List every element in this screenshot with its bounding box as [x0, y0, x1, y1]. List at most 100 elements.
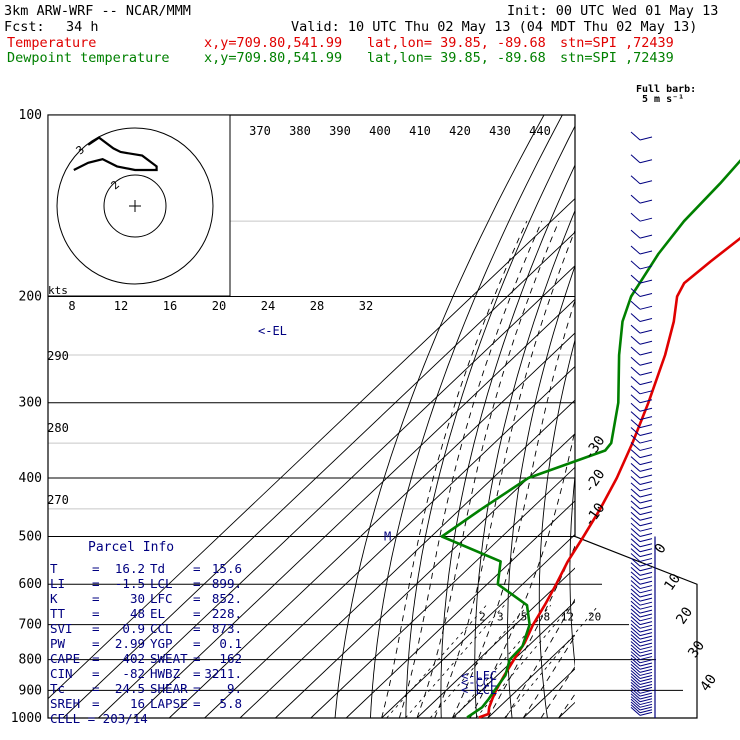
parcel-equals: = — [193, 651, 201, 666]
wind-barb — [639, 553, 653, 558]
isotherm-line — [416, 567, 575, 719]
wind-barb-feather — [630, 482, 641, 492]
wind-barb-feather — [630, 533, 641, 543]
pressure-tick-label: 900 — [19, 683, 42, 698]
valid-time: Valid: 10 UTC Thu 02 May 13 (04 MDT Thu … — [291, 19, 698, 35]
wind-barb — [639, 522, 653, 527]
theta-label: 430 — [489, 124, 511, 138]
wind-barb-feather — [630, 696, 641, 705]
parcel-param-value: 873. — [211, 621, 242, 636]
mixing-ratio-label: 8 — [543, 611, 550, 624]
wind-barb-feather — [630, 657, 641, 667]
wind-barb — [639, 234, 653, 239]
theta-label: 400 — [369, 124, 391, 138]
wind-barb — [639, 431, 653, 436]
wind-barb-feather — [630, 376, 641, 386]
wind-barb — [639, 461, 653, 466]
wind-barb-feather — [630, 394, 641, 404]
wind-barb — [639, 511, 653, 516]
ccl-marker: <-CCL — [461, 675, 497, 689]
wind-barb-feather — [630, 229, 641, 239]
isotherm-line — [310, 466, 575, 719]
parcel-equals: = — [92, 576, 100, 591]
wind-barb — [639, 505, 653, 510]
isotherm-group — [48, 197, 575, 719]
isotherm-line — [133, 298, 575, 719]
pressure-tick-label: 800 — [19, 653, 42, 668]
wind-barb — [639, 709, 653, 714]
mixing-ratio-label: 12 — [561, 611, 574, 624]
pressure-tick-label: 1000 — [11, 711, 42, 726]
theta-label: 370 — [249, 124, 271, 138]
wind-barb — [639, 686, 653, 691]
wind-barb — [639, 646, 653, 651]
parcel-param-name: SWEAT — [150, 651, 188, 666]
parcel-equals: = — [92, 651, 100, 666]
parcel-equals: = — [193, 591, 201, 606]
isotherm-line — [345, 500, 575, 719]
isotherm-label: -10 — [581, 500, 609, 530]
wind-barb — [639, 305, 653, 310]
theta-label: 280 — [47, 421, 69, 435]
lfc-marker: <-LFC — [461, 669, 497, 683]
wind-barb — [639, 632, 653, 637]
dry-adiabat-group — [334, 115, 691, 719]
isotherm-line — [487, 634, 575, 719]
wind-barb-feather — [630, 623, 641, 633]
wind-barb-feather — [630, 300, 641, 310]
parcel-equals: = — [92, 666, 100, 681]
wind-barb-feather — [630, 608, 641, 618]
wind-barb-feather — [630, 571, 641, 581]
parcel-equals: = — [92, 591, 100, 606]
wind-barb — [639, 250, 653, 255]
wind-barb-feather — [630, 557, 641, 567]
wind-barb — [639, 180, 653, 185]
wind-barb — [639, 265, 653, 270]
wind-barb — [639, 593, 653, 598]
isotherm-label: 10 — [661, 571, 684, 594]
moist-adiabat-line — [451, 298, 575, 719]
parcel-equals: = — [92, 561, 100, 576]
wind-barb — [639, 589, 653, 594]
wind-barb — [639, 390, 653, 395]
wind-barb — [639, 683, 653, 688]
isotherm-line — [275, 433, 575, 719]
wind-barb-feather — [630, 538, 641, 548]
wind-barb — [639, 711, 653, 716]
parcel-param-value: 24.5 — [114, 681, 145, 696]
wind-barb — [639, 543, 653, 548]
dry-adiabat-line — [405, 125, 575, 719]
wind-barb-feather — [630, 260, 641, 270]
mixing-ratio-line — [429, 604, 529, 719]
wind-barb-feather — [630, 704, 641, 714]
wind-barb-feather — [630, 419, 641, 429]
isotherm-label: 40 — [697, 672, 720, 695]
wind-barb-feather — [630, 402, 641, 412]
isotherm-label: -20 — [581, 467, 609, 497]
dry-adiabat-line — [600, 115, 691, 718]
wind-barb-feather — [630, 566, 641, 576]
wind-barb — [639, 279, 653, 284]
hodograph-speed-label: 24 — [261, 299, 275, 313]
dry-adiabat-line — [369, 115, 563, 719]
wind-barb — [639, 659, 653, 664]
hodograph-speed-label: 16 — [163, 299, 177, 313]
moist-adiabat-line — [522, 635, 575, 719]
parcel-equals: = — [92, 636, 100, 651]
wind-barb-feather — [630, 584, 641, 594]
wind-barb-feather — [630, 596, 641, 606]
moist-adiabat-line — [416, 221, 560, 719]
wind-barb-feather — [630, 488, 641, 498]
wind-barb — [639, 371, 653, 376]
m-marker: M — [384, 529, 391, 543]
isotherm-line — [168, 332, 575, 719]
dry-adiabat-line — [507, 264, 575, 719]
legend-dewpoint-label: Dewpoint temperature — [7, 50, 170, 66]
wind-barb — [639, 454, 653, 459]
wind-barb-feather — [630, 673, 641, 682]
dry-adiabat-line — [538, 338, 575, 719]
pressure-tick-label: 400 — [19, 471, 42, 486]
barb-key-unit: 5 m s⁻¹ — [642, 94, 685, 105]
parcel-equals: = — [193, 666, 201, 681]
wind-barb-feather — [630, 676, 641, 685]
